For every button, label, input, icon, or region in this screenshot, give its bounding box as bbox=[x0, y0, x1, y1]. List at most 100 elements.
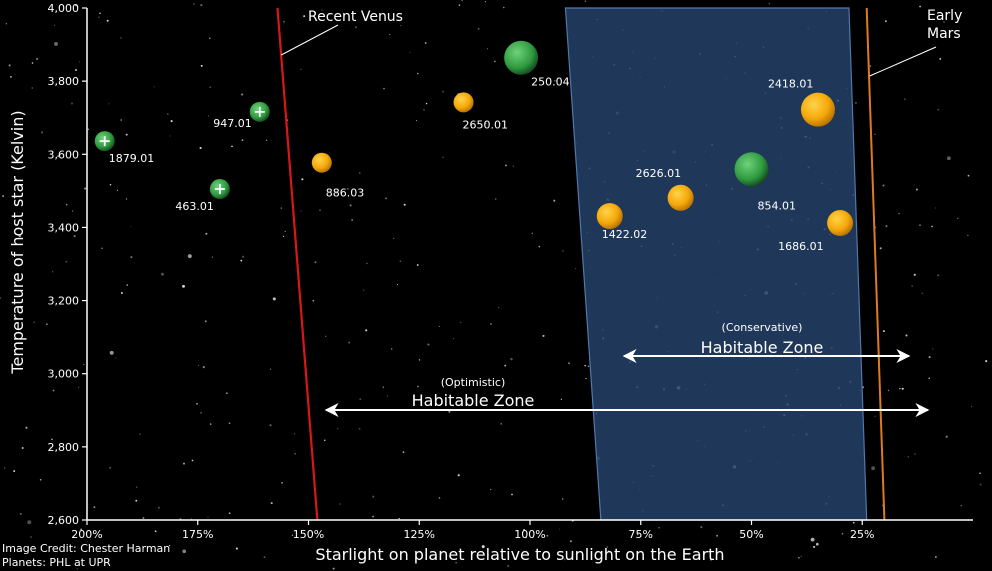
planet-250.04 bbox=[504, 40, 539, 75]
x-tick-label: 25% bbox=[850, 528, 874, 541]
star bbox=[294, 453, 296, 455]
star bbox=[382, 386, 384, 388]
star bbox=[417, 385, 419, 388]
star bbox=[120, 119, 123, 121]
star bbox=[915, 188, 918, 191]
star bbox=[109, 350, 114, 355]
star bbox=[18, 234, 22, 238]
star bbox=[169, 135, 171, 137]
star bbox=[200, 64, 203, 67]
planet-label: 886.03 bbox=[326, 187, 365, 200]
star bbox=[884, 20, 887, 23]
star bbox=[372, 515, 374, 518]
star bbox=[321, 9, 323, 11]
star bbox=[389, 34, 391, 36]
star bbox=[199, 146, 202, 150]
star bbox=[442, 90, 444, 93]
planet-label: 854.01 bbox=[758, 199, 797, 212]
star bbox=[116, 189, 119, 192]
star bbox=[710, 559, 712, 561]
star bbox=[913, 273, 916, 276]
star bbox=[928, 356, 931, 359]
star bbox=[228, 422, 231, 425]
planet-1686.01 bbox=[827, 210, 854, 237]
planet-2626.01 bbox=[667, 184, 694, 211]
star bbox=[905, 334, 908, 337]
star bbox=[945, 435, 948, 438]
star bbox=[339, 503, 341, 505]
planet-label: 250.04 bbox=[531, 76, 570, 89]
star bbox=[53, 24, 56, 26]
star bbox=[366, 262, 368, 265]
star bbox=[263, 556, 266, 558]
star bbox=[854, 101, 857, 104]
star bbox=[409, 51, 411, 53]
star bbox=[813, 545, 816, 548]
star bbox=[76, 568, 78, 570]
star bbox=[126, 284, 129, 286]
star bbox=[396, 283, 398, 286]
star bbox=[525, 536, 527, 539]
recent-venus-label: Recent Venus bbox=[308, 9, 403, 25]
recent-venus-pointer bbox=[280, 24, 339, 56]
star bbox=[301, 178, 304, 181]
star bbox=[882, 184, 885, 187]
star bbox=[901, 387, 904, 390]
star bbox=[170, 120, 173, 123]
star bbox=[700, 526, 703, 529]
planet-2650.01 bbox=[453, 92, 474, 113]
star bbox=[874, 133, 876, 135]
star bbox=[606, 546, 608, 548]
star bbox=[874, 415, 876, 417]
star bbox=[153, 86, 155, 88]
star bbox=[504, 364, 507, 367]
star bbox=[139, 433, 141, 435]
star bbox=[4, 467, 6, 469]
star bbox=[106, 19, 109, 22]
star bbox=[228, 512, 231, 515]
star bbox=[209, 423, 212, 425]
star bbox=[585, 377, 587, 380]
star bbox=[120, 292, 123, 294]
optimistic-zone-qualifier: (Optimistic) bbox=[441, 376, 506, 389]
annotations: 1879.01 947.01 463.01 886.03 2650.01 250.04 14… bbox=[109, 8, 962, 417]
star bbox=[46, 323, 48, 325]
star bbox=[979, 483, 982, 486]
y-tick-label: 4,000 bbox=[48, 2, 80, 15]
star bbox=[98, 16, 100, 18]
x-tick-label: 175% bbox=[182, 528, 213, 541]
star bbox=[204, 320, 207, 323]
x-tick-label: 75% bbox=[629, 528, 653, 541]
star bbox=[27, 520, 32, 525]
star bbox=[52, 389, 55, 392]
star bbox=[481, 545, 485, 549]
star bbox=[142, 517, 145, 519]
y-tick-label: 3,600 bbox=[48, 148, 80, 161]
star bbox=[967, 234, 969, 237]
star bbox=[503, 6, 505, 9]
star bbox=[240, 259, 243, 262]
star bbox=[800, 555, 802, 558]
star bbox=[448, 410, 451, 413]
planet-plus-marker bbox=[214, 184, 225, 195]
planet-854.01 bbox=[734, 152, 769, 187]
early-mars-line bbox=[865, 7, 886, 521]
star bbox=[280, 207, 283, 209]
star bbox=[324, 439, 326, 441]
star bbox=[882, 330, 885, 333]
star bbox=[937, 108, 940, 111]
star bbox=[135, 486, 138, 488]
star bbox=[272, 297, 276, 301]
planet-label: 2650.01 bbox=[463, 118, 509, 131]
star bbox=[282, 235, 285, 238]
star bbox=[25, 426, 28, 429]
star bbox=[161, 272, 164, 276]
planet-1422.02 bbox=[596, 203, 623, 230]
star bbox=[459, 321, 462, 324]
star bbox=[359, 398, 362, 401]
x-tick-label: 100% bbox=[514, 528, 545, 541]
star bbox=[542, 334, 545, 337]
star bbox=[191, 459, 194, 462]
star bbox=[80, 528, 83, 531]
